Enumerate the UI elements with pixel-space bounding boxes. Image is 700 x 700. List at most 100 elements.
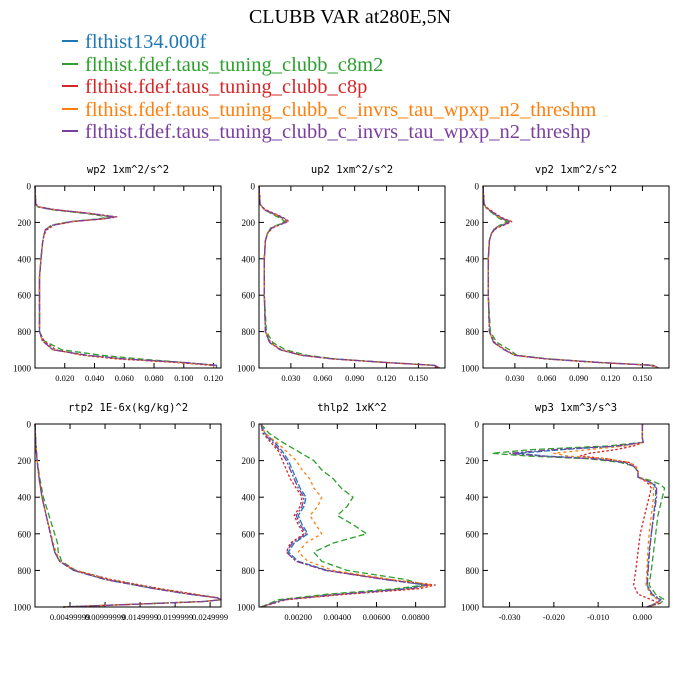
series-line bbox=[482, 185, 659, 369]
x-tick-label: 0.000 bbox=[633, 612, 652, 622]
x-tick-label: 0.100 bbox=[174, 373, 193, 383]
legend-entry: flthist134.000f bbox=[62, 31, 596, 54]
legend-entry: flthist.fdef.taus_tuning_clubb_c8m2 bbox=[62, 54, 596, 77]
y-tick-label: 400 bbox=[18, 493, 32, 503]
series-line bbox=[482, 185, 659, 369]
series-line bbox=[34, 185, 215, 368]
y-tick-label: 800 bbox=[242, 566, 256, 576]
y-tick-label: 800 bbox=[466, 566, 480, 576]
series-line bbox=[258, 185, 440, 369]
series-line bbox=[258, 185, 440, 369]
y-tick-label: 1000 bbox=[237, 603, 256, 613]
y-tick-label: 800 bbox=[18, 327, 32, 337]
panel-title: thlp2 1xK^2 bbox=[317, 402, 387, 414]
y-tick-label: 0 bbox=[27, 420, 32, 430]
x-tick-label: 0.080 bbox=[144, 373, 163, 383]
panel-title: vp2 1xm^2/s^2 bbox=[535, 164, 617, 176]
legend-entry: flthist.fdef.taus_tuning_clubb_c8p bbox=[62, 76, 596, 99]
series-line bbox=[508, 424, 662, 608]
series-line bbox=[579, 424, 661, 608]
x-tick-label: -0.010 bbox=[587, 612, 609, 622]
legend: flthist134.000f flthist.fdef.taus_tuning… bbox=[62, 31, 596, 144]
legend-label: flthist.fdef.taus_tuning_clubb_c8m2 bbox=[85, 53, 384, 76]
x-tick-label: 0.120 bbox=[377, 373, 396, 383]
y-tick-label: 0 bbox=[475, 420, 480, 430]
legend-label: flthist.fdef.taus_tuning_clubb_c_invrs_t… bbox=[85, 98, 597, 121]
x-tick-label: 0.060 bbox=[537, 373, 556, 383]
x-tick-label: 0.060 bbox=[313, 373, 332, 383]
legend-entry: flthist.fdef.taus_tuning_clubb_c_invrs_t… bbox=[62, 99, 596, 122]
legend-label: flthist.fdef.taus_tuning_clubb_c_invrs_t… bbox=[85, 121, 591, 143]
legend-swatch bbox=[62, 130, 78, 133]
x-tick-label: 0.00499999 bbox=[50, 612, 90, 622]
chart-panel: rtp2 1E-6x(kg/kg)^2 0 200 400 600 800 1000 0.00… bbox=[13, 402, 228, 622]
plot-frame bbox=[482, 185, 670, 369]
series-line bbox=[34, 185, 218, 368]
y-tick-label: 600 bbox=[18, 529, 32, 539]
series-line bbox=[260, 423, 429, 608]
y-tick-label: 200 bbox=[242, 456, 256, 466]
x-tick-label: 0.00999999 bbox=[85, 612, 125, 622]
chart-panel: wp3 1xm^3/s^3 0 200 400 600 800 1000 -0.030 -0.0… bbox=[461, 402, 670, 622]
y-tick-label: 600 bbox=[18, 291, 32, 301]
y-tick-label: 200 bbox=[18, 218, 32, 228]
legend-swatch bbox=[62, 107, 78, 110]
x-tick-label: 0.00800 bbox=[402, 612, 430, 622]
series-line bbox=[34, 423, 222, 608]
panel-title: wp2 1xm^2/s^2 bbox=[87, 164, 169, 176]
x-tick-label: 0.120 bbox=[204, 373, 223, 383]
y-tick-label: 400 bbox=[466, 493, 480, 503]
x-tick-label: 0.0149999 bbox=[122, 612, 158, 622]
series-line bbox=[258, 185, 440, 369]
y-tick-label: 200 bbox=[466, 218, 480, 228]
plot-frame bbox=[34, 185, 222, 369]
y-tick-label: 0 bbox=[475, 182, 480, 192]
x-tick-label: 0.030 bbox=[505, 373, 524, 383]
y-tick-label: 400 bbox=[466, 254, 480, 264]
series-line bbox=[258, 185, 440, 369]
chart-panel: vp2 1xm^2/s^2 0 200 400 600 800 1000 0.030 0.060… bbox=[461, 164, 670, 383]
x-tick-label: 0.0249999 bbox=[192, 612, 228, 622]
y-tick-label: 200 bbox=[466, 456, 480, 466]
x-tick-label: 0.040 bbox=[85, 373, 104, 383]
series-line bbox=[260, 423, 427, 608]
y-tick-label: 1000 bbox=[237, 364, 256, 374]
series-line bbox=[491, 424, 666, 608]
legend-swatch bbox=[62, 85, 78, 88]
series-line bbox=[34, 423, 222, 608]
x-tick-label: 0.150 bbox=[633, 373, 652, 383]
y-tick-label: 0 bbox=[27, 182, 32, 192]
y-tick-label: 800 bbox=[242, 327, 256, 337]
plot-frame bbox=[258, 185, 446, 369]
series-line bbox=[553, 424, 659, 608]
legend-label: flthist.fdef.taus_tuning_clubb_c8p bbox=[85, 76, 368, 98]
x-tick-label: 0.090 bbox=[345, 373, 364, 383]
chart-panel: up2 1xm^2/s^2 0 200 400 600 800 1000 0.030 0.060… bbox=[237, 164, 446, 383]
y-tick-label: 200 bbox=[242, 218, 256, 228]
y-tick-label: 1000 bbox=[461, 603, 480, 613]
series-line bbox=[34, 185, 212, 368]
x-tick-label: 0.090 bbox=[569, 373, 588, 383]
panel-title: wp3 1xm^3/s^3 bbox=[535, 402, 617, 414]
series-line bbox=[34, 423, 222, 608]
series-line bbox=[260, 423, 432, 608]
x-tick-label: 0.00200 bbox=[284, 612, 312, 622]
series-line bbox=[34, 185, 218, 368]
series-line bbox=[260, 423, 427, 608]
y-tick-label: 600 bbox=[466, 529, 480, 539]
legend-label: flthist134.000f bbox=[85, 31, 207, 53]
panel-title: up2 1xm^2/s^2 bbox=[311, 164, 393, 176]
y-tick-label: 1000 bbox=[13, 364, 32, 374]
series-line bbox=[482, 185, 657, 369]
plot-frame bbox=[482, 423, 670, 608]
legend-entry: flthist.fdef.taus_tuning_clubb_c_invrs_t… bbox=[62, 121, 596, 144]
series-line bbox=[34, 185, 215, 368]
x-tick-label: 0.030 bbox=[281, 373, 300, 383]
plot-frame bbox=[258, 423, 446, 608]
x-tick-label: -0.030 bbox=[499, 612, 521, 622]
series-line bbox=[260, 423, 436, 608]
x-tick-label: -0.020 bbox=[543, 612, 565, 622]
series-line bbox=[258, 185, 438, 369]
x-tick-label: 0.120 bbox=[601, 373, 620, 383]
